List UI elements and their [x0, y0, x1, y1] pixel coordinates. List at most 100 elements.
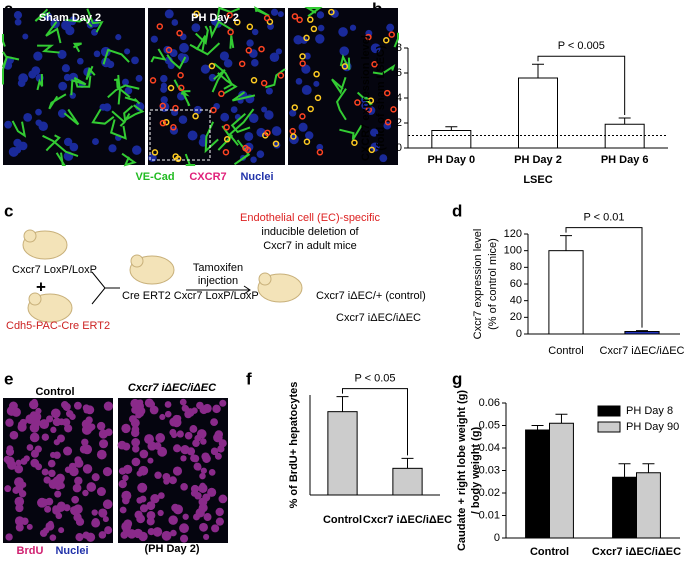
stain-label: Nuclei: [55, 545, 88, 557]
nucleus: [200, 64, 211, 74]
vessel: [265, 68, 286, 89]
genotype: Cxcr7 LoxP/LoxP: [12, 264, 97, 276]
nucleus: [164, 9, 174, 19]
nucleus: [157, 446, 168, 457]
nucleus: [48, 469, 56, 478]
nucleus: [190, 454, 198, 462]
vessel: [36, 74, 44, 91]
nucleus: [119, 506, 127, 514]
legend-label: PH Day 8: [626, 405, 673, 417]
nucleus: [379, 154, 388, 163]
nucleus: [157, 492, 165, 499]
nucleus: [61, 401, 69, 409]
cxcr7-signal: [371, 61, 378, 68]
nucleus: [64, 424, 73, 433]
y-tick-label: 0.01: [479, 509, 500, 521]
nucleus: [164, 401, 172, 408]
vessel: [195, 25, 209, 45]
nucleus: [187, 130, 198, 141]
nucleus: [131, 457, 141, 467]
nucleus: [330, 9, 339, 18]
nucleus: [217, 445, 225, 453]
cxcr7-signal: [210, 106, 217, 114]
mice: [22, 229, 303, 323]
nucleus: [277, 11, 284, 18]
vessel: [102, 48, 130, 65]
nucleus: [122, 442, 131, 451]
nucleus: [14, 464, 24, 474]
nucleus: [22, 33, 29, 40]
nucleus: [167, 62, 175, 70]
nucleus: [193, 513, 200, 521]
nucleus: [54, 490, 62, 498]
cxcr7-signal: [310, 25, 318, 33]
nucleus: [370, 142, 380, 152]
vessel: [121, 152, 137, 167]
cxcr7-signal: [156, 23, 164, 30]
vessel: [335, 88, 347, 121]
image-note: (PH Day 2): [144, 543, 199, 555]
nucleus: [147, 400, 156, 408]
nucleus: [74, 456, 82, 464]
cxcr7-signal: [193, 10, 200, 18]
genotype: Cdh5-PAC-Cre ERT2: [6, 320, 110, 332]
legend-label: PH Day 90: [626, 421, 679, 433]
nucleus: [15, 459, 22, 466]
cxcr7-signal: [314, 94, 322, 102]
nucleus: [298, 122, 308, 132]
nucleus: [161, 530, 172, 541]
nucleus: [75, 533, 84, 542]
nucleus: [118, 479, 127, 489]
cxcr7-signal: [303, 138, 311, 145]
error-bar: [636, 330, 648, 332]
nucleus: [29, 432, 40, 443]
nucleus: [43, 476, 51, 484]
nucleus: [181, 404, 189, 412]
cxcr7-signal: [162, 118, 170, 126]
vessel: [189, 42, 221, 56]
nucleus: [386, 23, 395, 32]
vessel: [37, 44, 60, 54]
nucleus: [265, 87, 273, 95]
nucleus: [82, 464, 93, 474]
nucleus: [136, 406, 146, 416]
nucleus: [115, 34, 122, 41]
cxcr7-signal: [159, 119, 167, 127]
nucleus: [215, 517, 224, 526]
nucleus: [61, 64, 70, 73]
nucleus: [200, 438, 207, 445]
nucleus: [5, 447, 15, 456]
nucleus: [81, 438, 89, 446]
nucleus: [275, 48, 283, 55]
error-bar: [532, 63, 544, 78]
step-label: injection: [198, 275, 238, 287]
cxcr7-signal: [208, 62, 216, 70]
nucleus: [199, 522, 208, 532]
x-tick-label: Cxcr7 iΔEC/iΔEC: [592, 546, 681, 558]
vessel: [2, 33, 6, 47]
nucleus: [69, 413, 76, 420]
bar: [548, 250, 584, 335]
cxcr7-signal: [390, 106, 397, 113]
error-bar: [642, 463, 655, 473]
nucleus: [98, 531, 107, 539]
nucleus: [74, 476, 83, 485]
error-bar: [445, 126, 458, 131]
nucleus: [96, 487, 106, 497]
nucleus: [121, 423, 131, 434]
nucleus: [219, 399, 227, 407]
nucleus: [154, 471, 162, 479]
nucleus: [180, 483, 188, 491]
cxcr7-signal: [341, 63, 349, 70]
vessel: [230, 113, 251, 134]
nucleus: [172, 466, 183, 476]
bar: [624, 331, 660, 335]
cxcr7-signal: [258, 45, 265, 53]
cxcr7-signal: [244, 146, 252, 154]
nucleus: [57, 434, 65, 443]
cxcr7-signal: [388, 31, 395, 38]
nucleus: [207, 487, 217, 497]
nucleus: [370, 128, 379, 137]
nucleus: [63, 446, 73, 456]
nucleus: [131, 56, 139, 65]
